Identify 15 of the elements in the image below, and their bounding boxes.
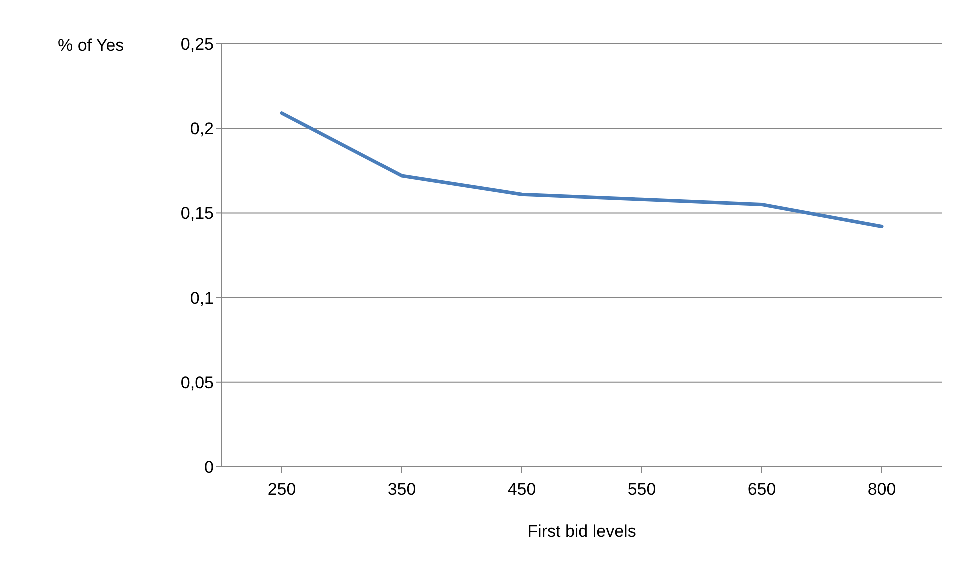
x-tick-label: 250: [268, 480, 296, 500]
line-series: [280, 112, 884, 228]
x-tick-label: 350: [388, 480, 416, 500]
y-tick-label: 0,15: [180, 204, 214, 224]
x-axis-title: First bid levels: [528, 522, 636, 542]
y-tick-label: 0,2: [190, 120, 214, 139]
x-tick-label: 800: [868, 480, 896, 500]
x-tick-label: 550: [628, 480, 656, 500]
y-tick-label: 0: [204, 458, 214, 478]
y-axis-title: % of Yes: [58, 36, 124, 56]
y-tick-label: 0,1: [190, 288, 214, 308]
y-tick-label: 0,25: [180, 35, 214, 54]
x-tick-label: 650: [748, 480, 776, 500]
x-tick-label: 450: [508, 480, 536, 500]
y-tick-label: 0,05: [180, 373, 214, 392]
